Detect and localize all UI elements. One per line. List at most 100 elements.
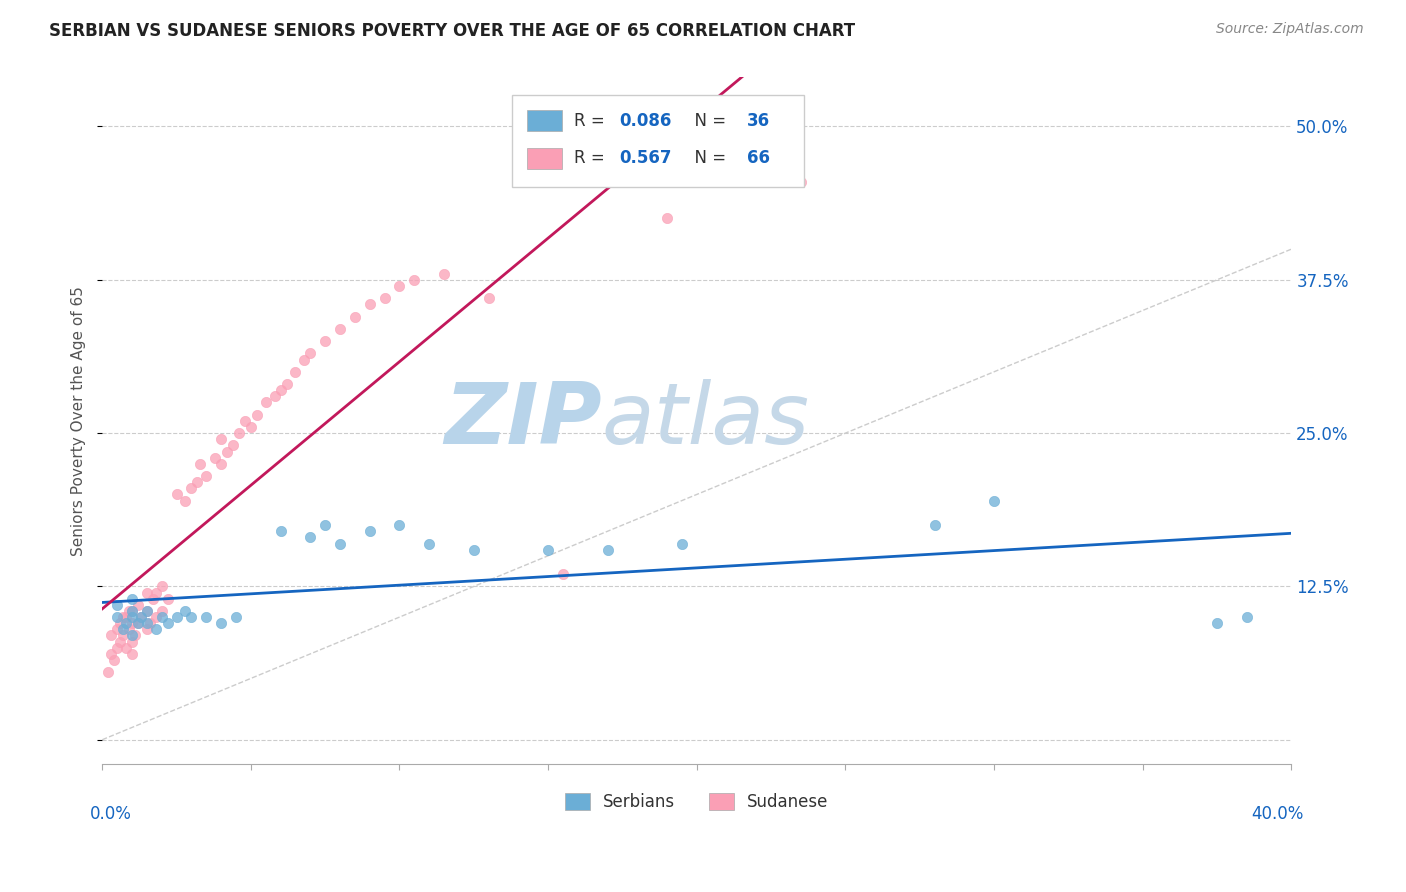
Point [121,591,143,606]
Point [284,365,307,379]
Point [150,604,173,618]
Point [135,604,157,618]
Point [121,628,143,642]
Point [127,616,149,631]
Point [174,604,197,618]
Point [97,665,120,680]
Point [100,647,122,661]
Point [263,389,285,403]
Point [188,457,211,471]
Point [135,623,157,637]
Point [655,211,678,226]
Point [166,610,188,624]
Point [314,518,336,533]
Point [127,616,149,631]
Point [156,591,179,606]
Point [115,640,138,655]
Point [374,291,396,305]
Point [209,616,232,631]
Point [329,322,352,336]
Text: ZIP: ZIP [444,379,602,462]
Text: 66: 66 [747,150,769,168]
Point [103,653,125,667]
Point [150,610,173,624]
Text: 0.0%: 0.0% [90,805,132,823]
Point [276,377,298,392]
Point [142,591,165,606]
Point [537,542,560,557]
Point [111,628,134,642]
Point [404,273,426,287]
Point [359,524,381,539]
Point [209,432,232,446]
Point [108,634,131,648]
Point [124,628,146,642]
Point [433,267,456,281]
Point [135,616,157,631]
Point [478,291,501,305]
Point [121,604,143,618]
Point [195,469,218,483]
Point [135,585,157,599]
Point [1236,610,1258,624]
Text: 0.086: 0.086 [620,112,672,129]
Text: 40.0%: 40.0% [1251,805,1303,823]
Point [105,598,128,612]
Point [174,493,197,508]
Point [111,610,134,624]
Point [111,623,134,637]
Point [105,640,128,655]
Point [105,610,128,624]
Point [204,450,226,465]
Point [186,475,208,490]
Point [299,346,322,360]
Point [115,616,138,631]
Point [596,542,619,557]
Point [121,604,143,618]
Point [270,524,292,539]
Point [156,616,179,631]
Point [1206,616,1229,631]
Point [343,310,366,324]
Point [463,542,485,557]
Point [983,493,1005,508]
Point [254,395,277,409]
Point [388,279,411,293]
Point [329,536,352,550]
Point [551,567,574,582]
FancyBboxPatch shape [527,148,562,169]
Point [239,420,262,434]
Point [150,579,173,593]
Point [270,383,292,397]
Point [115,610,138,624]
Point [145,610,167,624]
Point [100,628,122,642]
Y-axis label: Seniors Poverty Over the Age of 65: Seniors Poverty Over the Age of 65 [72,286,86,556]
Point [121,610,143,624]
Point [209,457,232,471]
Legend: Serbians, Sudanese: Serbians, Sudanese [558,786,835,818]
Point [359,297,381,311]
Point [246,408,269,422]
Point [228,426,250,441]
Point [118,604,141,618]
Point [135,604,157,618]
Text: N =: N = [683,150,731,168]
Point [180,610,202,624]
Point [121,634,143,648]
Point [225,610,247,624]
Point [217,444,239,458]
Text: atlas: atlas [602,379,810,462]
Point [388,518,411,533]
Point [129,610,152,624]
Point [195,610,218,624]
FancyBboxPatch shape [512,95,804,187]
Point [105,623,128,637]
Point [139,616,162,631]
Point [180,481,202,495]
Point [314,334,336,348]
FancyBboxPatch shape [527,111,562,131]
Point [145,585,167,599]
Point [222,438,245,452]
Point [233,414,256,428]
